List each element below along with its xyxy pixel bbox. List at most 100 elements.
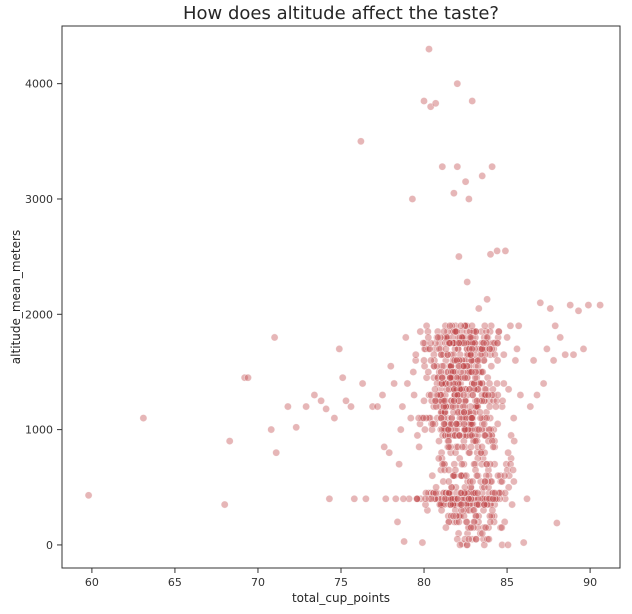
data-point: [469, 489, 478, 497]
data-point: [471, 368, 480, 376]
data-point: [478, 344, 486, 353]
data-point: [454, 518, 463, 526]
data-point: [391, 494, 400, 503]
data-point: [440, 419, 448, 428]
data-point: [456, 541, 464, 549]
data-point: [467, 425, 475, 434]
data-point: [139, 414, 148, 422]
data-point: [482, 460, 491, 469]
data-point: [492, 396, 501, 405]
x-tick-label: 90: [583, 576, 597, 589]
data-point: [427, 356, 435, 365]
data-point: [441, 489, 450, 497]
data-point: [489, 494, 498, 503]
data-point: [445, 379, 454, 388]
x-tick-label: 80: [417, 576, 431, 589]
data-point: [435, 339, 444, 347]
y-tick-label: 2000: [25, 308, 53, 321]
data-point: [513, 344, 521, 353]
data-point: [456, 489, 465, 497]
data-point: [451, 327, 460, 336]
data-point: [498, 541, 506, 549]
data-point: [460, 471, 469, 480]
data-point: [444, 477, 453, 486]
y-axis-label: altitude_mean_meters: [9, 230, 23, 364]
data-point: [416, 327, 425, 336]
data-point: [509, 414, 518, 422]
data-point: [495, 494, 504, 503]
data-point: [472, 535, 481, 544]
data-point: [479, 454, 487, 463]
data-point: [409, 368, 418, 376]
y-tick-label: 3000: [25, 193, 53, 206]
data-point: [471, 437, 480, 445]
data-point: [505, 471, 514, 480]
data-point: [494, 327, 503, 336]
data-point: [539, 379, 548, 388]
data-point: [220, 500, 229, 509]
data-point: [482, 471, 491, 480]
data-point: [420, 356, 428, 365]
data-point: [427, 494, 435, 503]
data-point: [454, 252, 463, 261]
data-point: [463, 529, 472, 538]
data-point: [356, 137, 365, 146]
data-point: [490, 460, 499, 469]
x-tick-label: 60: [85, 576, 99, 589]
data-point: [510, 477, 518, 486]
data-point: [467, 414, 476, 422]
data-point: [498, 477, 506, 486]
data-point: [454, 333, 463, 342]
data-point: [551, 321, 560, 330]
data-point: [447, 368, 456, 376]
data-point: [493, 356, 502, 365]
data-point: [464, 425, 473, 434]
data-point: [508, 500, 516, 509]
data-point: [433, 327, 442, 336]
axes-frame: [61, 25, 621, 569]
data-point: [470, 506, 478, 515]
data-point: [414, 414, 423, 422]
data-point: [457, 460, 466, 469]
data-point: [477, 339, 486, 347]
data-point: [410, 391, 418, 399]
data-point: [449, 512, 458, 520]
data-point: [395, 460, 403, 469]
data-point: [490, 512, 499, 520]
data-point: [510, 437, 519, 445]
data-point: [449, 327, 458, 336]
data-point: [487, 512, 496, 520]
data-point: [317, 396, 325, 405]
data-point: [446, 442, 455, 451]
data-point: [84, 491, 93, 500]
data-point: [381, 494, 390, 503]
data-point: [488, 385, 497, 394]
data-point: [480, 419, 489, 428]
data-point: [428, 419, 437, 428]
data-point: [431, 99, 440, 108]
data-point: [546, 304, 555, 313]
data-point: [490, 339, 499, 347]
data-point: [495, 489, 504, 497]
data-point: [482, 333, 491, 342]
data-point: [478, 171, 487, 180]
x-tick-label: 70: [251, 576, 265, 589]
data-point: [511, 356, 520, 365]
data-point: [484, 466, 493, 474]
data-point: [429, 489, 438, 497]
data-point: [440, 500, 449, 509]
data-point: [424, 333, 433, 342]
data-point: [444, 385, 453, 394]
data-point: [480, 321, 489, 330]
data-point: [549, 356, 558, 365]
data-point: [493, 379, 501, 388]
data-point: [443, 350, 452, 359]
y-axis-ticks: 0 1000 2000 3000 4000: [25, 78, 62, 552]
data-point: [480, 500, 489, 509]
data-point: [488, 437, 497, 445]
data-point: [447, 425, 455, 434]
data-point: [452, 512, 461, 520]
data-points: [84, 45, 604, 549]
data-point: [408, 195, 417, 203]
data-point: [497, 523, 506, 532]
